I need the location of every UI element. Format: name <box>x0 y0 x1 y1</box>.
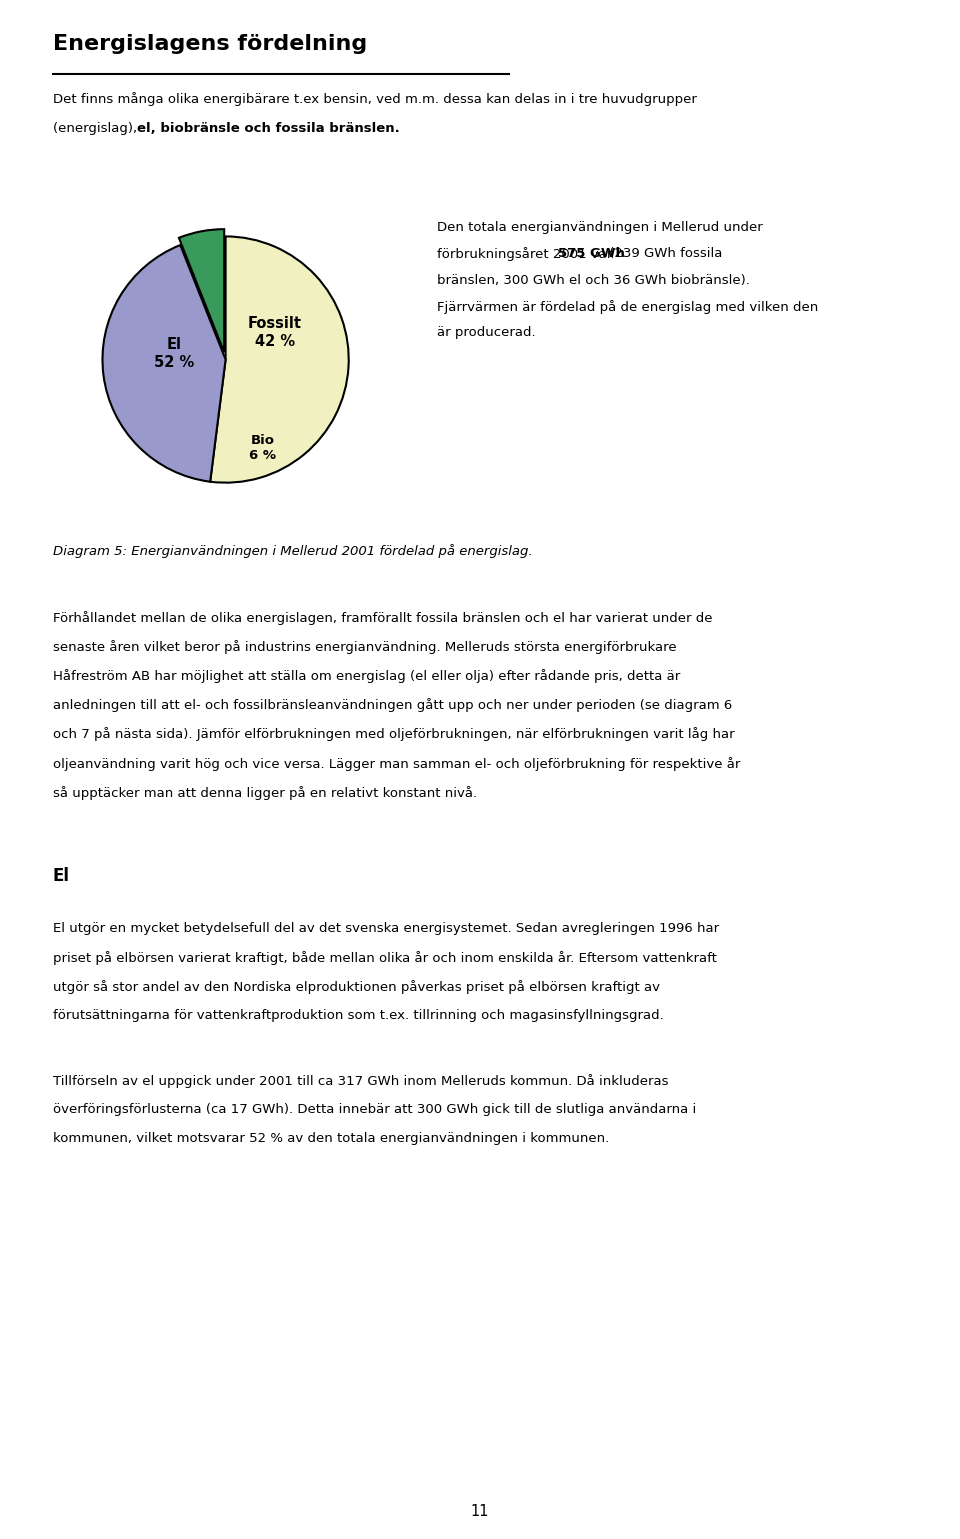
Text: el, biobränsle och fossila bränslen.: el, biobränsle och fossila bränslen. <box>137 122 400 135</box>
Text: är producerad.: är producerad. <box>437 326 536 339</box>
Text: kommunen, vilket motsvarar 52 % av den totala energianvändningen i kommunen.: kommunen, vilket motsvarar 52 % av den t… <box>53 1133 609 1145</box>
Text: (239 GWh fossila: (239 GWh fossila <box>605 248 722 260</box>
Text: Det finns många olika energibärare t.ex bensin, ved m.m. dessa kan delas in i tr: Det finns många olika energibärare t.ex … <box>53 92 697 106</box>
Text: så upptäcker man att denna ligger på en relativt konstant nivå.: så upptäcker man att denna ligger på en … <box>53 785 477 800</box>
Wedge shape <box>179 229 225 352</box>
Text: Energislagens fördelning: Energislagens fördelning <box>53 34 367 54</box>
Text: El: El <box>53 866 70 885</box>
Text: förutsättningarna för vattenkraftproduktion som t.ex. tillrinning och magasinsfy: förutsättningarna för vattenkraftprodukt… <box>53 1010 663 1022</box>
Text: Tillförseln av el uppgick under 2001 till ca 317 GWh inom Melleruds kommun. Då i: Tillförseln av el uppgick under 2001 til… <box>53 1074 668 1088</box>
Text: Fossilt
42 %: Fossilt 42 % <box>248 315 301 349</box>
Text: 575 GWh: 575 GWh <box>558 248 625 260</box>
Text: Bio
6 %: Bio 6 % <box>249 434 276 462</box>
Text: bränslen, 300 GWh el och 36 GWh biobränsle).: bränslen, 300 GWh el och 36 GWh biobräns… <box>437 274 750 286</box>
Text: utgör så stor andel av den Nordiska elproduktionen påverkas priset på elbörsen k: utgör så stor andel av den Nordiska elpr… <box>53 980 660 994</box>
Text: Fjärrvärmen är fördelad på de energislag med vilken den: Fjärrvärmen är fördelad på de energislag… <box>437 300 818 314</box>
Text: Den totala energianvändningen i Mellerud under: Den totala energianvändningen i Mellerud… <box>437 222 762 234</box>
Text: Förhållandet mellan de olika energislagen, framförallt fossila bränslen och el h: Förhållandet mellan de olika energislage… <box>53 611 712 625</box>
Text: (energislag),: (energislag), <box>53 122 141 135</box>
Text: El
52 %: El 52 % <box>154 337 194 369</box>
Text: El utgör en mycket betydelsefull del av det svenska energisystemet. Sedan avregl: El utgör en mycket betydelsefull del av … <box>53 922 719 936</box>
Text: oljeanvändning varit hög och vice versa. Lägger man samman el- och oljeförbrukni: oljeanvändning varit hög och vice versa.… <box>53 757 740 771</box>
Text: Håfreström AB har möjlighet att ställa om energislag (el eller olja) efter rådan: Håfreström AB har möjlighet att ställa o… <box>53 669 680 683</box>
Text: 11: 11 <box>470 1504 490 1519</box>
Text: och 7 på nästa sida). Jämför elförbrukningen med oljeförbrukningen, när elförbru: och 7 på nästa sida). Jämför elförbrukni… <box>53 728 734 742</box>
Wedge shape <box>103 245 226 482</box>
Text: anledningen till att el- och fossilbränsleanvändningen gått upp och ner under pe: anledningen till att el- och fossilbräns… <box>53 699 732 713</box>
Text: Diagram 5: Energianvändningen i Mellerud 2001 fördelad på energislag.: Diagram 5: Energianvändningen i Mellerud… <box>53 545 533 559</box>
Text: överföringsförlusterna (ca 17 GWh). Detta innebär att 300 GWh gick till de slutl: överföringsförlusterna (ca 17 GWh). Dett… <box>53 1103 696 1116</box>
Text: senaste åren vilket beror på industrins energianvändning. Melleruds största ener: senaste åren vilket beror på industrins … <box>53 640 677 654</box>
Text: priset på elbörsen varierat kraftigt, både mellan olika år och inom enskilda år.: priset på elbörsen varierat kraftigt, bå… <box>53 951 717 965</box>
Text: förbrukningsåret 2001 var: förbrukningsåret 2001 var <box>437 248 616 262</box>
Wedge shape <box>210 237 348 483</box>
